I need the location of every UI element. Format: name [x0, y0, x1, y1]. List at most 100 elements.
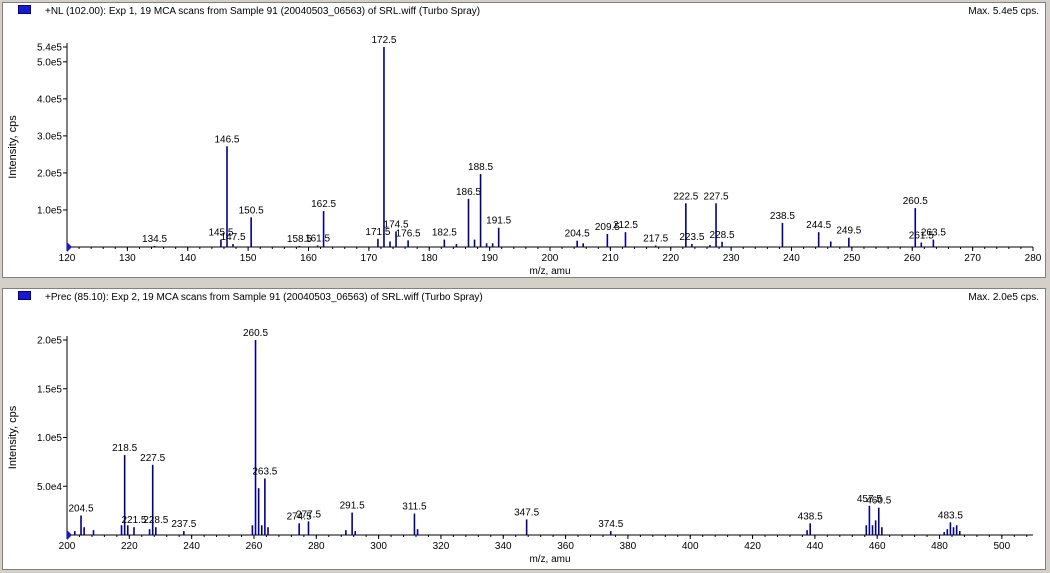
peak-label: 263.5: [921, 228, 946, 239]
y-tick-label: 5.0e4: [37, 482, 62, 493]
peak-label: 217.5: [643, 234, 668, 245]
peak-label: 161.5: [305, 234, 330, 245]
peak-label: 176.5: [396, 228, 421, 239]
x-tick-label: 120: [59, 253, 76, 264]
spectrum-panel-prec: +Prec (85.10): Exp 2, 19 MCA scans from …: [2, 288, 1046, 570]
pane-splitter[interactable]: [0, 280, 1050, 286]
peak-label: 145.5: [208, 228, 233, 239]
y-tick-label: 5.0e5: [37, 57, 62, 68]
x-tick-label: 380: [620, 541, 637, 552]
y-tick-label: 2.0e5: [37, 168, 62, 179]
peak-label: 188.5: [468, 162, 493, 173]
x-tick-label: 440: [807, 541, 824, 552]
peak-label: 204.5: [565, 229, 590, 240]
peak-label: 438.5: [798, 511, 823, 522]
peak-label: 227.5: [704, 191, 729, 202]
max-intensity-label: Max. 2.0e5 cps.: [968, 292, 1039, 303]
peak-label: 134.5: [142, 234, 167, 245]
x-tick-label: 360: [557, 541, 574, 552]
peak-label: 191.5: [486, 216, 511, 227]
peak-label: 209.5: [595, 222, 620, 233]
x-tick-label: 190: [481, 253, 498, 264]
peak-label: 347.5: [514, 507, 539, 518]
peak-label: 291.5: [340, 501, 365, 512]
series-color-marker[interactable]: [18, 5, 31, 14]
y-tick-label: 1.5e5: [37, 384, 62, 395]
x-tick-label: 180: [421, 253, 438, 264]
peak-label: 374.5: [598, 519, 623, 530]
y-axis-label: Intensity, cps: [7, 405, 19, 469]
peak-label: 172.5: [371, 35, 396, 46]
y-tick-label: 3.0e5: [37, 131, 62, 142]
peak-label: 171.5: [365, 227, 390, 238]
baseline-marker: [67, 242, 72, 252]
peak-label: 244.5: [806, 220, 831, 231]
x-tick-label: 420: [744, 541, 761, 552]
baseline-marker: [67, 530, 72, 540]
x-tick-label: 220: [662, 253, 679, 264]
x-tick-label: 200: [542, 253, 559, 264]
peak-label: 457.5: [857, 494, 882, 505]
y-tick-label: 4.0e5: [37, 94, 62, 105]
x-tick-label: 340: [495, 541, 512, 552]
peak-label: 204.5: [69, 504, 94, 515]
peak-label: 228.5: [710, 230, 735, 241]
y-axis-label: Intensity, cps: [7, 115, 19, 179]
panel-header: +NL (102.00): Exp 1, 19 MCA scans from S…: [3, 3, 1045, 19]
peak-label: 260.5: [903, 196, 928, 207]
x-tick-label: 230: [723, 253, 740, 264]
x-tick-label: 460: [869, 541, 886, 552]
x-tick-label: 160: [300, 253, 317, 264]
peak-label: 186.5: [456, 187, 481, 198]
max-intensity-label: Max. 5.4e5 cps.: [968, 6, 1039, 17]
y-tick-label: 2.0e5: [37, 336, 62, 347]
peak-label: 263.5: [252, 466, 277, 477]
peak-label: 249.5: [836, 226, 861, 237]
peak-label: 162.5: [311, 199, 336, 210]
y-tick-label: 1.0e5: [37, 205, 62, 216]
x-tick-label: 200: [59, 541, 76, 552]
x-tick-label: 170: [361, 253, 378, 264]
x-tick-label: 240: [183, 541, 200, 552]
y-tick-label: 5.4e5: [37, 43, 62, 54]
x-tick-label: 400: [682, 541, 699, 552]
prec-spectrum-chart[interactable]: 200 220 240 260 280 300 320 340 360 380 400 420 440 4…: [3, 289, 1046, 570]
peak-label: 238.5: [770, 211, 795, 222]
spectrum-panel-nl: +NL (102.00): Exp 1, 19 MCA scans from S…: [2, 2, 1046, 278]
panel-title: +Prec (85.10): Exp 2, 19 MCA scans from …: [45, 292, 483, 303]
x-tick-label: 260: [246, 541, 263, 552]
x-tick-label: 250: [844, 253, 861, 264]
y-tick-label: 1.0e5: [37, 433, 62, 444]
x-tick-label: 130: [119, 253, 136, 264]
series-color-marker[interactable]: [18, 291, 31, 300]
x-tick-label: 480: [931, 541, 948, 552]
peak-label: 147.5: [221, 232, 246, 243]
x-tick-label: 280: [308, 541, 325, 552]
peak-label: 222.5: [673, 191, 698, 202]
x-tick-label: 260: [904, 253, 921, 264]
peak-label: 260.5: [243, 328, 268, 339]
x-tick-label: 320: [433, 541, 450, 552]
nl-spectrum-chart[interactable]: 120 130 140 150 160 170 180 190 200 210 220 230 240 2…: [3, 3, 1046, 278]
peak-label: 150.5: [239, 205, 264, 216]
peak-label: 218.5: [112, 443, 137, 454]
panel-header: +Prec (85.10): Exp 2, 19 MCA scans from …: [3, 289, 1045, 305]
x-tick-label: 140: [179, 253, 196, 264]
peak-label: 311.5: [402, 502, 427, 513]
x-tick-label: 280: [1025, 253, 1042, 264]
x-axis-label: m/z, amu: [529, 554, 570, 565]
peak-label: 223.5: [679, 232, 704, 243]
x-tick-label: 300: [370, 541, 387, 552]
x-tick-label: 220: [121, 541, 138, 552]
peak-label: 228.5: [143, 515, 168, 526]
x-axis-label: m/z, amu: [529, 266, 570, 277]
peak-label: 146.5: [214, 134, 239, 145]
peak-label: 212.5: [613, 220, 638, 231]
x-tick-label: 500: [993, 541, 1010, 552]
x-tick-label: 240: [783, 253, 800, 264]
peak-label: 227.5: [140, 453, 165, 464]
peak-label: 261.5: [909, 231, 934, 242]
x-tick-label: 210: [602, 253, 619, 264]
peak-label: 182.5: [432, 228, 457, 239]
peak-label: 483.5: [938, 510, 963, 521]
